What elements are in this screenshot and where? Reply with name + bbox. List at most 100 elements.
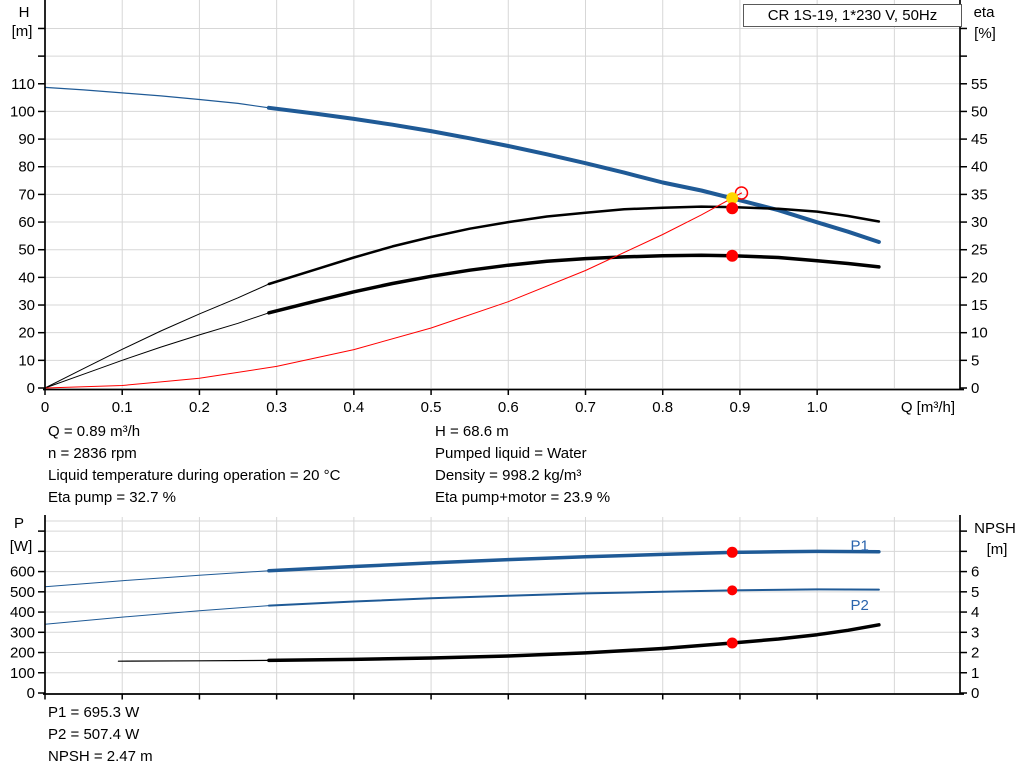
right-tick-label: 0 (971, 685, 979, 702)
right-tick-label: 4 (971, 604, 979, 621)
duty-point-p1[interactable] (726, 546, 738, 558)
info-line-eta-pump: Eta pump = 32.7 % (48, 489, 176, 506)
right-axis-title: [m] (987, 541, 1008, 558)
left-tick-label: 300 (10, 624, 35, 641)
duty-point-eta-pump-motor[interactable] (726, 249, 739, 262)
duty-point-eta-pump[interactable] (726, 202, 739, 215)
info-line-liquid-temp: Liquid temperature during operation = 20… (48, 467, 341, 484)
duty-point-head[interactable] (726, 192, 739, 205)
left-tick-label: 0 (27, 380, 35, 397)
info-line-density: Density = 998.2 kg/m³ (435, 467, 582, 484)
left-tick-label: 50 (18, 242, 35, 259)
x-tick-label: 0.2 (189, 399, 210, 416)
head-efficiency-chart: 0 0.1 0.2 0.3 0.4 0.5 0.6 0.7 0.8 0.9 1.0 0 10 20 30 40… (10, 0, 996, 416)
right-tick-label: 5 (971, 352, 979, 369)
npsh-curve (267, 623, 881, 663)
right-tick-label: 5 (971, 584, 979, 601)
right-tick-label: 10 (971, 325, 988, 342)
info-line-speed: n = 2836 rpm (48, 445, 137, 462)
x-tick-label: 1.0 (807, 399, 828, 416)
right-tick-label: 1 (971, 665, 979, 682)
info-line-h: H = 68.6 m (435, 423, 509, 440)
left-axis-title: H (19, 4, 30, 21)
left-tick-label: 90 (18, 131, 35, 148)
curve-label-p2: P2 (850, 597, 868, 614)
eta-pump-curve-thin (44, 283, 270, 389)
left-tick-label: 500 (10, 584, 35, 601)
duty-point-npsh[interactable] (726, 637, 738, 649)
p1-curve (267, 549, 881, 573)
left-tick-label: 30 (18, 297, 35, 314)
x-tick-label: 0.5 (421, 399, 442, 416)
right-tick-label: 3 (971, 624, 979, 641)
x-tick-label: 0 (41, 399, 49, 416)
right-tick-label: 25 (971, 242, 988, 259)
eta-pump-motor-curve-thin (44, 312, 270, 389)
left-tick-label: 600 (10, 564, 35, 581)
left-tick-label: 70 (18, 186, 35, 203)
requested-duty-ring[interactable] (734, 186, 749, 200)
gridlines (45, 517, 960, 693)
x-axis-title: Q [m³/h] (901, 399, 955, 416)
system-curve-thin (44, 192, 742, 389)
right-tick-label: 45 (971, 131, 988, 148)
left-axis-title: [m] (12, 23, 33, 40)
pump-title-box: CR 1S-19, 1*230 V, 50Hz (743, 4, 962, 27)
left-tick-label: 80 (18, 159, 35, 176)
left-axis-title: P (14, 515, 24, 532)
head-curve-thin (44, 86, 270, 109)
left-tick-label: 60 (18, 214, 35, 231)
right-tick-label: 35 (971, 186, 988, 203)
eta-pump-curve (267, 205, 881, 286)
left-tick-label: 0 (27, 685, 35, 702)
x-tick-label: 0.7 (575, 399, 596, 416)
info-line-eta-pump-motor: Eta pump+motor = 23.9 % (435, 489, 611, 506)
head-curve (266, 105, 881, 244)
right-tick-label: 20 (971, 269, 988, 286)
x-tick-label: 0.9 (730, 399, 751, 416)
info-line-pumped-liquid: Pumped liquid = Water (435, 445, 587, 462)
p1-curve-thin (44, 570, 270, 588)
npsh-curve-thin (117, 659, 270, 662)
right-tick-label: 6 (971, 564, 979, 581)
right-tick-label: 50 (971, 103, 988, 120)
duty-info-right: H = 68.6 m Pumped liquid = Water Density… (435, 421, 610, 509)
x-tick-label: 0.3 (266, 399, 287, 416)
p2-curve (267, 588, 880, 607)
left-tick-label: 200 (10, 645, 35, 662)
right-axis-title: NPSH (974, 520, 1016, 537)
left-tick-label: 400 (10, 604, 35, 621)
x-tick-label: 0.1 (112, 399, 133, 416)
curve-label-p1: P1 (850, 538, 868, 555)
right-tick-label: 0 (971, 380, 979, 397)
pump-title: CR 1S-19, 1*230 V, 50Hz (767, 7, 938, 24)
right-tick-label: 2 (971, 645, 979, 662)
right-tick-label: 40 (971, 159, 988, 176)
power-npsh-chart: 0 100 200 300 400 500 600 0 1 2 3 4 5 6 P [W] NPSH [m] P1 P… (10, 515, 1016, 702)
axes: 0 0.1 0.2 0.3 0.4 0.5 0.6 0.7 0.8 0.9 1.0 0 10 20 30 40… (10, 0, 988, 416)
right-tick-label: 15 (971, 297, 988, 314)
info-line-p2: P2 = 507.4 W (48, 726, 140, 743)
right-tick-label: 30 (971, 214, 988, 231)
info-line-npsh: NPSH = 2.47 m (48, 748, 153, 765)
left-tick-label: 20 (18, 325, 35, 342)
right-axis-title: [%] (974, 25, 996, 42)
power-info-block: P1 = 695.3 W P2 = 507.4 W NPSH = 2.47 m (48, 702, 153, 768)
x-tick-label: 0.6 (498, 399, 519, 416)
duty-point-p2[interactable] (727, 585, 738, 596)
duty-info-left: Q = 0.89 m³/h n = 2836 rpm Liquid temper… (48, 421, 340, 509)
left-tick-label: 100 (10, 665, 35, 682)
eta-pump-motor-curve (267, 253, 881, 315)
left-tick-label: 100 (10, 103, 35, 120)
left-tick-label: 110 (11, 76, 35, 93)
x-tick-label: 0.8 (652, 399, 673, 416)
axes: 0 100 200 300 400 500 600 0 1 2 3 4 5 6 (10, 515, 979, 702)
info-line-q: Q = 0.89 m³/h (48, 423, 141, 440)
left-axis-title: [W] (10, 538, 33, 555)
right-axis-title: eta (974, 4, 996, 21)
left-tick-label: 10 (18, 352, 35, 369)
gridlines (45, 0, 960, 388)
info-line-p1: P1 = 695.3 W (48, 704, 140, 721)
